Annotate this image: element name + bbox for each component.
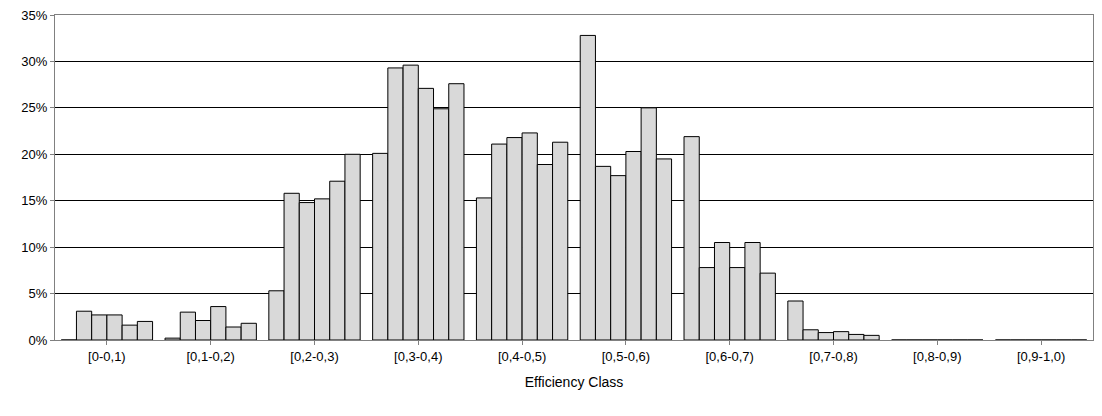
svg-text:[0-0,1): [0-0,1)	[88, 349, 126, 364]
svg-text:[0,1-0,2): [0,1-0,2)	[186, 349, 234, 364]
svg-text:5%: 5%	[29, 286, 48, 301]
svg-text:Efficiency Class: Efficiency Class	[525, 374, 624, 390]
svg-text:[0,8-0,9): [0,8-0,9)	[913, 349, 961, 364]
svg-text:30%: 30%	[21, 54, 47, 69]
svg-text:[0,9-1,0): [0,9-1,0)	[1017, 349, 1065, 364]
svg-text:15%: 15%	[21, 193, 47, 208]
svg-text:25%: 25%	[21, 100, 47, 115]
svg-text:[0,3-0,4): [0,3-0,4)	[394, 349, 442, 364]
svg-text:[0,6-0,7): [0,6-0,7)	[705, 349, 753, 364]
svg-text:[0,7-0,8): [0,7-0,8)	[809, 349, 857, 364]
svg-text:[0,4-0,5): [0,4-0,5)	[498, 349, 546, 364]
svg-text:20%: 20%	[21, 147, 47, 162]
svg-text:0%: 0%	[29, 333, 48, 348]
svg-text:[0,5-0,6): [0,5-0,6)	[602, 349, 650, 364]
svg-text:[0,2-0,3): [0,2-0,3)	[290, 349, 338, 364]
svg-text:10%: 10%	[21, 240, 47, 255]
svg-text:35%: 35%	[21, 8, 47, 23]
